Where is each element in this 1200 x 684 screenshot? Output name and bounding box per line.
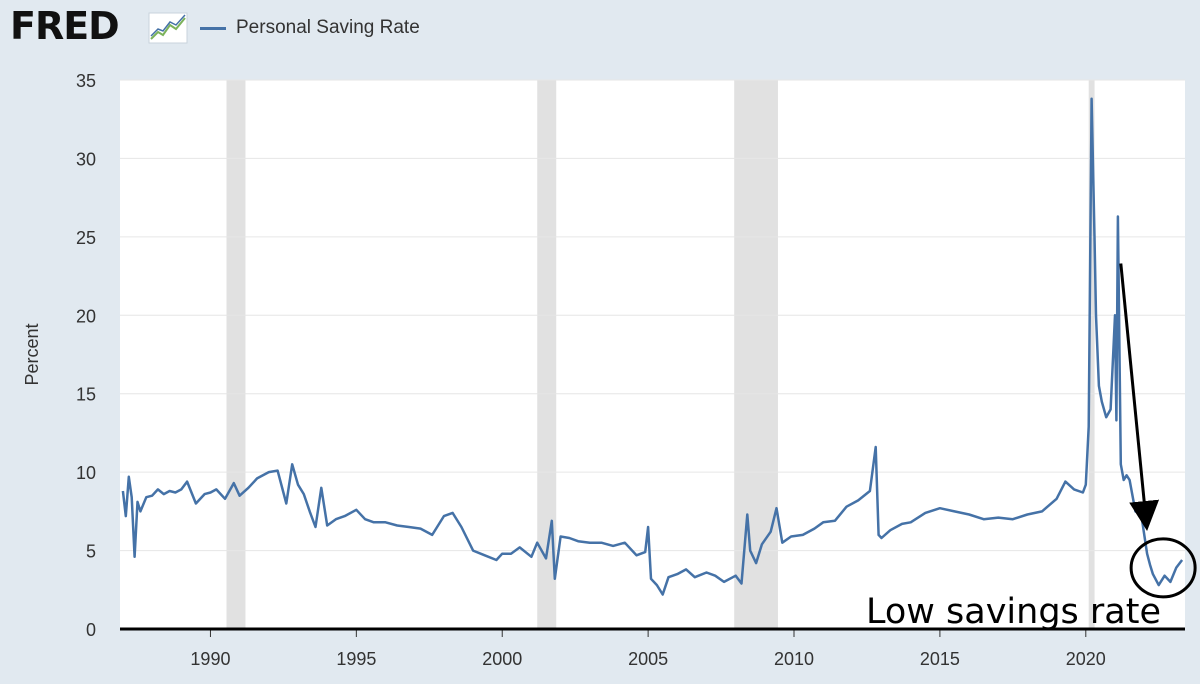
- x-tick-label: 2005: [628, 649, 668, 669]
- recession-bands: [226, 80, 1095, 629]
- y-tick-label: 30: [76, 149, 96, 169]
- recession-band: [537, 80, 557, 629]
- fred-logo[interactable]: FRED: [10, 4, 120, 48]
- y-tick-label: 10: [76, 463, 96, 483]
- y-tick-label: 35: [76, 71, 96, 91]
- y-tick-label: 5: [86, 542, 96, 562]
- annotation-arrow: [1119, 263, 1160, 531]
- x-tick-label: 2010: [774, 649, 814, 669]
- annotations: Low savings rate: [866, 263, 1197, 632]
- x-tick-label: 2020: [1066, 649, 1106, 669]
- annotation-label: Low savings rate: [866, 592, 1161, 632]
- recession-band: [1088, 80, 1095, 629]
- series-layer: [121, 97, 1184, 596]
- x-tick-label: 2000: [482, 649, 522, 669]
- y-tick-label: 20: [76, 306, 96, 326]
- series-line-personal-saving-rate[interactable]: [121, 97, 1184, 596]
- annotation-circle: [1129, 537, 1197, 599]
- x-tick-label: 1995: [336, 649, 376, 669]
- y-tick-label: 0: [86, 620, 96, 640]
- x-tick-label: 1990: [190, 649, 230, 669]
- x-tick-label: 2015: [920, 649, 960, 669]
- y-tick-label: 15: [76, 385, 96, 405]
- axes: 0 5 10 15 20 25 30 35 1990 1995 2000 2005 2010 2015 20…: [22, 71, 1185, 669]
- legend-swatch: [200, 26, 226, 30]
- recession-band: [226, 80, 246, 629]
- chart-line-icon: [148, 12, 188, 44]
- y-tick-label: 25: [76, 228, 96, 248]
- plot-background: [120, 80, 1185, 629]
- gridlines: [120, 79, 1185, 552]
- legend[interactable]: Personal Saving Rate: [200, 17, 420, 39]
- chart-header: FRED Personal Saving Rate: [0, 0, 1200, 60]
- legend-series-label: Personal Saving Rate: [236, 17, 420, 38]
- y-axis-label: Percent: [22, 323, 42, 385]
- recession-band: [734, 80, 778, 629]
